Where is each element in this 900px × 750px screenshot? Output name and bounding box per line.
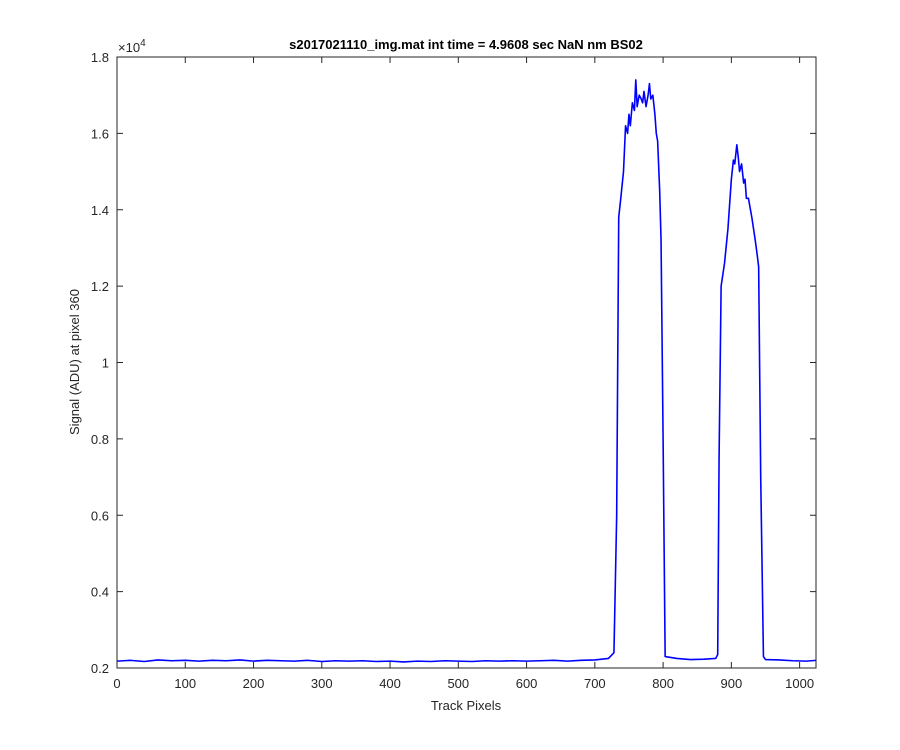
y-tick-label: 1.8: [91, 50, 109, 65]
x-axis-label: Track Pixels: [431, 698, 502, 713]
x-tick-label: 700: [584, 676, 606, 691]
y-tick-label: 0.6: [91, 508, 109, 523]
chart-title: s2017021110_img.mat int time = 4.9608 se…: [289, 37, 643, 52]
y-tick-label: 1.4: [91, 203, 109, 218]
y-axis-label: Signal (ADU) at pixel 360: [67, 289, 82, 435]
y-tick-label: 0.4: [91, 585, 109, 600]
series-line: [116, 79, 817, 663]
y-tick-label: 1.2: [91, 279, 109, 294]
x-tick-label: 100: [174, 676, 196, 691]
y-tick-label: 0.2: [91, 661, 109, 676]
x-tick-label: 300: [311, 676, 333, 691]
x-tick-label: 400: [379, 676, 401, 691]
plot-area: [117, 57, 816, 668]
y-axis-exponent-power: 4: [140, 38, 146, 49]
y-axis-exponent: ×104: [118, 38, 146, 55]
x-tick-label: 500: [447, 676, 469, 691]
x-tick-label: 1000: [785, 676, 814, 691]
y-tick-label: 0.8: [91, 432, 109, 447]
x-tick-label: 600: [516, 676, 538, 691]
y-axis: 0.2 0.4 0.6 0.8 1 1.2 1.4 1.6 1.8: [91, 50, 816, 676]
y-tick-label: 1: [102, 356, 109, 371]
data-layer: [116, 79, 817, 663]
x-tick-label: 800: [652, 676, 674, 691]
y-tick-label: 1.6: [91, 126, 109, 141]
x-tick-label: 0: [113, 676, 120, 691]
x-tick-label: 900: [721, 676, 743, 691]
y-axis-exponent-base: ×10: [118, 40, 140, 55]
x-axis: 0 100 200 300 400 500 600 700 800 900 1000: [113, 57, 814, 691]
x-tick-label: 200: [243, 676, 265, 691]
